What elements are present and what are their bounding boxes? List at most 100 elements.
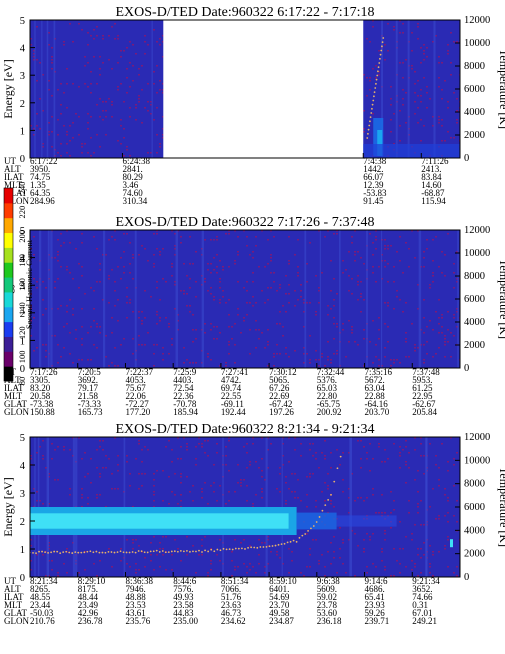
table-cell: 9:6:38 (317, 576, 341, 586)
y-tick-label: 3 (20, 281, 25, 292)
table-cell: 7:27:41 (221, 367, 249, 377)
table-cell: 8265. (30, 584, 50, 594)
table-cell: -70.78 (173, 399, 197, 409)
y2-tick-label: 0 (464, 153, 469, 164)
table-row-label: GLON (4, 407, 29, 417)
colorbar-segment (4, 321, 13, 337)
colorbar-tick: 240 (17, 182, 27, 195)
table-cell: 5953. (412, 375, 432, 385)
y2-tick-label: 8000 (464, 479, 485, 490)
table-cell: 69.74 (221, 383, 242, 393)
table-cell: 23.78 (317, 600, 338, 610)
y-tick-label: 0 (20, 573, 25, 584)
table-cell: 284.96 (30, 196, 55, 206)
y2-tick-label: 10000 (464, 38, 490, 49)
table-cell: 20.58 (30, 391, 51, 401)
table-cell: 210.76 (30, 616, 55, 626)
chart-title: EXOS-D/TED Date:960322 7:17:26 - 7:37:48 (116, 215, 375, 230)
table-cell: 22.06 (125, 391, 146, 401)
colorbar-frame (3, 187, 14, 382)
y2-tick-label: 0 (464, 363, 469, 374)
chart-panel-1: EXOS-D/TED Date:960322 6:17:22 - 7:17:18… (1, 5, 505, 206)
y-tick-label: 3 (20, 489, 25, 500)
table-cell: 67.26 (269, 383, 290, 393)
table-cell: 235.00 (173, 616, 198, 626)
colorbar-segment (4, 247, 13, 263)
table-cell: 6:17:22 (30, 156, 58, 166)
table-cell: 5376. (317, 375, 337, 385)
y-tick-label: 4 (20, 254, 26, 265)
table-cell: 8175. (78, 584, 98, 594)
table-row-label: GLAT (4, 608, 27, 618)
table-cell: -73.38 (30, 399, 54, 409)
temperature-trace (30, 455, 342, 555)
y2-tick-label: 12000 (464, 15, 490, 26)
y2-axis-label: Temperature [K] (497, 467, 505, 547)
ephemeris-table: UTALTILATMLTGLATGLON8:21:348265.48.5523.… (4, 576, 440, 626)
y2-axis-label: Temperature [K] (497, 259, 505, 339)
colorbar-tick: 160 (17, 278, 27, 291)
table-cell: 6:24:38 (122, 156, 150, 166)
y2-tick-label: 0 (464, 572, 469, 583)
colorbar-tick: 200 (17, 230, 27, 243)
table-row-label: MLT (4, 391, 23, 401)
table-cell: -68.87 (421, 188, 445, 198)
y2-tick-label: 10000 (464, 248, 490, 259)
y2-tick-label: 4000 (464, 107, 485, 118)
colorbar-tick: 180 (17, 254, 27, 267)
y-tick-label: 5 (20, 226, 25, 237)
table-cell: 235.76 (125, 616, 150, 626)
table-cell: 3.46 (122, 180, 138, 190)
table-cell: 23.44 (30, 600, 51, 610)
temperature-trace (366, 37, 385, 139)
table-cell: 8:29:10 (78, 576, 106, 586)
colorbar-label: Second Harmonic Current (24, 239, 34, 329)
table-cell: 65.03 (317, 383, 338, 393)
table-cell: 4742. (221, 375, 241, 385)
table-cell: 5609. (317, 584, 337, 594)
table-cell: 249.21 (412, 616, 437, 626)
table-cell: 74.75 (30, 172, 51, 182)
spectrogram-background (30, 230, 460, 368)
table-cell: 7:25:9 (173, 367, 197, 377)
table-cell: 61.25 (412, 383, 433, 393)
colorbar-segment (4, 217, 13, 234)
colorbar-segment (4, 336, 13, 352)
table-cell: 75.67 (125, 383, 146, 393)
table-cell: 7:35:16 (365, 367, 393, 377)
y-tick-label: 2 (20, 517, 25, 528)
table-cell: -67.42 (269, 399, 292, 409)
table-cell: -69.11 (221, 399, 244, 409)
table-cell: 67.01 (412, 608, 432, 618)
table-cell: 7066. (221, 584, 241, 594)
table-cell: 7:17:26 (30, 367, 58, 377)
table-cell: 65.41 (365, 592, 385, 602)
table-cell: 115.94 (421, 196, 446, 206)
table-cell: 8:21:34 (30, 576, 58, 586)
table-cell: 0.31 (412, 600, 428, 610)
table-cell: 48.55 (30, 592, 51, 602)
y-tick-label: 0 (20, 364, 25, 375)
table-row-label: ALT (4, 584, 21, 594)
table-row-label: ILAT (4, 592, 24, 602)
table-cell: 22.88 (365, 391, 386, 401)
plot-area (30, 20, 460, 158)
table-cell: 7:20:5 (78, 367, 102, 377)
table-cell: 5065. (269, 375, 289, 385)
table-row-label: ALT (4, 164, 21, 174)
table-cell: 2841. (122, 164, 142, 174)
table-cell: 203.70 (365, 407, 390, 417)
table-cell: 49.93 (173, 592, 194, 602)
table-cell: 4053. (125, 375, 145, 385)
table-cell: 22.69 (269, 391, 290, 401)
table-cell: 51.76 (221, 592, 242, 602)
table-row-label: MLT (4, 180, 23, 190)
table-cell: 42.96 (78, 608, 99, 618)
table-cell: 234.87 (269, 616, 294, 626)
y2-tick-label: 8000 (464, 271, 485, 282)
table-cell: 64.35 (30, 188, 51, 198)
table-cell: 21.58 (78, 391, 99, 401)
colorbar-segment (4, 291, 13, 308)
table-cell: 8:36:38 (125, 576, 153, 586)
